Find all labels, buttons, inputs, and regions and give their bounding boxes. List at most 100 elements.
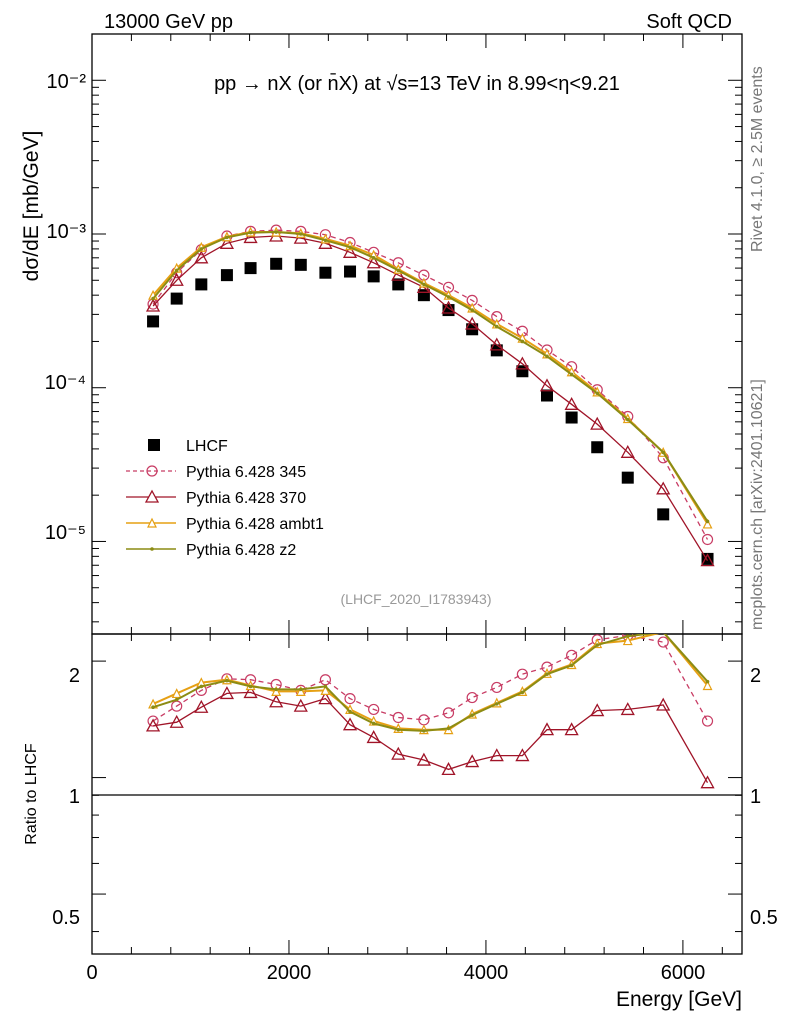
series-ambt1-ratio-point-1 xyxy=(171,688,182,699)
x-tick-label-4000: 4000 xyxy=(464,962,509,984)
main-series-group xyxy=(145,224,715,567)
x-tick-label-6000: 6000 xyxy=(661,962,706,984)
series-z2-ratio-line xyxy=(152,634,709,732)
legend-label-z2: Pythia 6.428 z2 xyxy=(186,542,296,559)
ratio-tick-label-2: 2 xyxy=(69,665,80,687)
series-z2-ratio-point-13 xyxy=(470,713,474,717)
series-z2-ratio-point-9 xyxy=(371,721,376,726)
series-p370-main-point-3 xyxy=(219,235,235,249)
series-p345-ratio-point-0 xyxy=(147,715,159,727)
series-lhcf-main-point-3 xyxy=(220,269,233,282)
series-z2-ratio-point-16 xyxy=(545,672,549,677)
rivet-label: Rivet 4.1.0, ≥ 2.5M events xyxy=(749,66,766,252)
series-p370-ratio-point-14 xyxy=(489,748,504,762)
series-p345-ratio-point-15 xyxy=(516,668,528,680)
series-p370-ratio-point-2 xyxy=(194,699,209,713)
series-p370-main-point-1 xyxy=(169,272,184,286)
x-axis-title: Energy [GeV] xyxy=(616,988,742,1011)
series-z2-main-point-4 xyxy=(248,230,253,235)
series-z2-main-point-12 xyxy=(446,295,451,299)
series-p370-main-point-9 xyxy=(366,255,381,269)
legend-marker-lhcf xyxy=(148,439,160,451)
y-tick-label-1e-3: 10⁻³ xyxy=(47,221,87,243)
series-p370-ratio-line xyxy=(152,691,709,784)
series-p345-ratio-point-20 xyxy=(657,636,669,648)
main-y-axis-title: dσ/dE [mb/GeV] xyxy=(20,131,43,282)
ratio-tick-label-1-right: 1 xyxy=(750,786,761,808)
series-p345-ratio-point-21 xyxy=(701,715,714,727)
legend-label-370: Pythia 6.428 370 xyxy=(186,490,306,507)
series-lhcf-main-point-0 xyxy=(147,315,160,328)
series-p370-ratio-point-9 xyxy=(366,730,381,744)
series-p370-main-point-14 xyxy=(489,337,504,351)
series-p345-ratio-line xyxy=(152,634,709,722)
series-p370-ratio-point-10 xyxy=(391,746,406,760)
legend-marker-z2 xyxy=(150,547,154,551)
series-p370-ratio-point-17 xyxy=(564,722,579,736)
series-z2-main-point-3 xyxy=(225,235,229,240)
series-p370-ratio-point-1 xyxy=(169,714,184,728)
series-p370-ratio-point-11 xyxy=(416,752,431,766)
series-p370-main-point-19 xyxy=(620,444,635,458)
series-p345-ratio-point-13 xyxy=(466,691,478,704)
header-right: Soft QCD xyxy=(646,11,732,33)
x-tick-label-0: 0 xyxy=(86,962,97,984)
series-lhcf-main-point-4 xyxy=(244,262,257,275)
axis-ticks xyxy=(91,33,742,954)
series-p370-ratio-point-0 xyxy=(145,718,161,732)
series-p370-ratio-point-15 xyxy=(515,748,530,762)
legend-label-345: Pythia 6.428 345 xyxy=(186,464,306,481)
series-p345-ratio-point-7 xyxy=(319,674,332,686)
series-z2-ratio-point-3 xyxy=(225,678,229,683)
legend-marker-ambt1 xyxy=(147,517,157,528)
series-z2-ratio-point-18 xyxy=(595,643,600,647)
y-tick-label-1e-5: 10⁻⁵ xyxy=(45,522,86,544)
series-z2-ratio-point-17 xyxy=(569,663,574,668)
series-p370-main-point-12 xyxy=(441,300,456,314)
series-z2-main-point-10 xyxy=(396,268,401,273)
series-ambt1-ratio-point-19 xyxy=(622,635,633,646)
ratio-plot-frame xyxy=(91,633,743,955)
series-z2-main-point-8 xyxy=(348,245,352,250)
series-ambt1-main-point-21 xyxy=(702,518,713,529)
ratio-tick-label-2-right: 2 xyxy=(750,665,761,687)
series-p370-ratio-point-7 xyxy=(318,691,333,705)
series-lhcf-main-point-9 xyxy=(367,270,380,283)
series-p370-main-point-0 xyxy=(145,298,161,312)
legend-marker-370 xyxy=(144,489,160,503)
y-tick-label-1e-4: 10⁻⁴ xyxy=(45,372,86,394)
series-p370-main-point-15 xyxy=(515,356,530,370)
series-ambt1-ratio-point-7 xyxy=(320,685,331,695)
series-p370-main-point-13 xyxy=(465,316,480,330)
series-p370-ratio-point-18 xyxy=(590,703,605,717)
series-p345-ratio-point-8 xyxy=(344,692,356,705)
ratio-tick-label-0.5-right: 0.5 xyxy=(750,907,778,929)
series-z2-ratio-point-14 xyxy=(494,702,499,706)
series-p370-ratio-point-20 xyxy=(656,697,671,711)
series-lhcf-main-point-1 xyxy=(170,292,183,305)
ratio-series-group xyxy=(145,634,715,789)
series-z2-ratio-point-10 xyxy=(396,727,401,732)
series-p370-ratio-point-19 xyxy=(620,702,635,716)
series-lhcf-main-point-19 xyxy=(621,471,634,484)
series-z2-main-point-1 xyxy=(174,268,179,273)
series-z2-main-point-7 xyxy=(323,238,328,243)
series-lhcf-main-point-16 xyxy=(541,389,553,402)
header-left: 13000 GeV pp xyxy=(104,11,233,33)
series-p345-ratio-point-10 xyxy=(392,711,404,724)
series-lhcf-main-point-8 xyxy=(344,265,357,278)
series-z2-main-point-13 xyxy=(470,308,474,312)
series-lhcf-main-point-17 xyxy=(565,411,578,424)
series-p370-main-point-17 xyxy=(564,396,579,410)
series-p370-ratio-point-6 xyxy=(293,698,308,712)
series-p370-main-point-16 xyxy=(539,378,555,392)
series-lhcf-main-point-18 xyxy=(591,441,604,454)
series-z2-ratio-point-11 xyxy=(422,729,426,733)
series-p370-main-point-21 xyxy=(700,553,715,567)
series-ambt1-ratio-point-21 xyxy=(702,680,713,691)
series-z2-main-point-20 xyxy=(661,450,666,455)
series-p370-main-point-4 xyxy=(243,230,258,244)
series-ambt1-ratio-point-6 xyxy=(295,686,306,697)
series-lhcf-main-point-2 xyxy=(195,278,208,291)
